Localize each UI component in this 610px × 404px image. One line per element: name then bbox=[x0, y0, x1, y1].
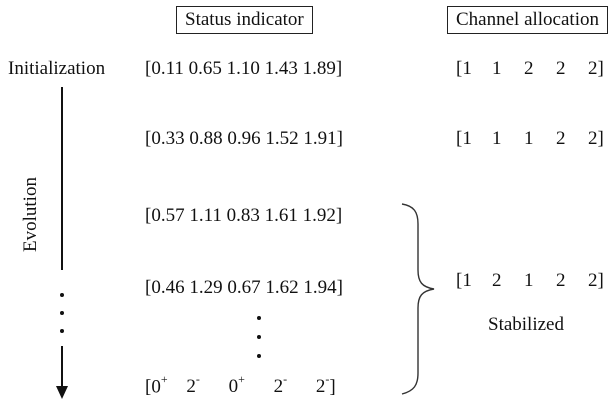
final-v4-sup: - bbox=[283, 372, 288, 386]
final-status-row: [0+ 2- 0+ 2- 2-] bbox=[145, 372, 336, 398]
status-row-1: [0.11 0.65 1.10 1.43 1.89] bbox=[145, 58, 343, 79]
final-close: ] bbox=[329, 376, 336, 398]
evolution-dot-1 bbox=[60, 293, 64, 297]
channel-allocation-header: Channel allocation bbox=[447, 6, 608, 34]
alloc-3-1: [1 bbox=[456, 270, 472, 291]
allocation-row-1: [1 1 2 2 2] bbox=[456, 59, 610, 78]
alloc-2-1: [1 bbox=[456, 128, 472, 149]
evolution-dot-3 bbox=[60, 329, 64, 333]
alloc-3-4: 2 bbox=[556, 270, 566, 291]
status-dot-1 bbox=[257, 316, 261, 320]
final-v3: 0 bbox=[228, 376, 239, 398]
stabilized-label: Stabilized bbox=[488, 314, 564, 335]
final-open: [0 bbox=[145, 376, 161, 398]
initialization-label: Initialization bbox=[8, 58, 106, 79]
final-v1-sup: + bbox=[160, 372, 168, 386]
alloc-2-5: 2] bbox=[588, 128, 604, 149]
alloc-2-4: 2 bbox=[556, 128, 566, 149]
alloc-2-2: 1 bbox=[492, 128, 502, 149]
final-v5-sup: - bbox=[325, 372, 330, 386]
allocation-row-2: [1 1 1 2 2] bbox=[456, 129, 610, 148]
status-indicator-header: Status indicator bbox=[176, 6, 313, 34]
alloc-1-5: 2] bbox=[588, 58, 604, 79]
final-v3-sup: + bbox=[238, 372, 245, 386]
final-v4: 2 bbox=[273, 376, 284, 398]
final-v2-sup: - bbox=[195, 372, 200, 386]
status-dot-3 bbox=[257, 354, 261, 358]
alloc-1-4: 2 bbox=[556, 58, 566, 79]
alloc-3-2: 2 bbox=[492, 270, 502, 291]
status-row-3: [0.57 1.11 0.83 1.61 1.92] bbox=[145, 205, 343, 226]
alloc-3-3: 1 bbox=[524, 270, 534, 291]
alloc-1-2: 1 bbox=[492, 58, 502, 79]
final-v5: 2 bbox=[315, 376, 326, 398]
status-row-4: [0.46 1.29 0.67 1.62 1.94] bbox=[145, 277, 343, 298]
final-v2: 2 bbox=[186, 376, 196, 398]
alloc-2-3: 1 bbox=[524, 128, 534, 149]
allocation-row-3: [1 2 1 2 2] bbox=[456, 271, 610, 290]
status-row-2: [0.33 0.88 0.96 1.52 1.91] bbox=[145, 128, 343, 149]
evolution-dot-2 bbox=[60, 311, 64, 315]
status-dot-2 bbox=[257, 335, 261, 339]
alloc-3-5: 2] bbox=[588, 270, 604, 291]
alloc-1-3: 2 bbox=[524, 58, 534, 79]
alloc-1-1: [1 bbox=[456, 58, 472, 79]
